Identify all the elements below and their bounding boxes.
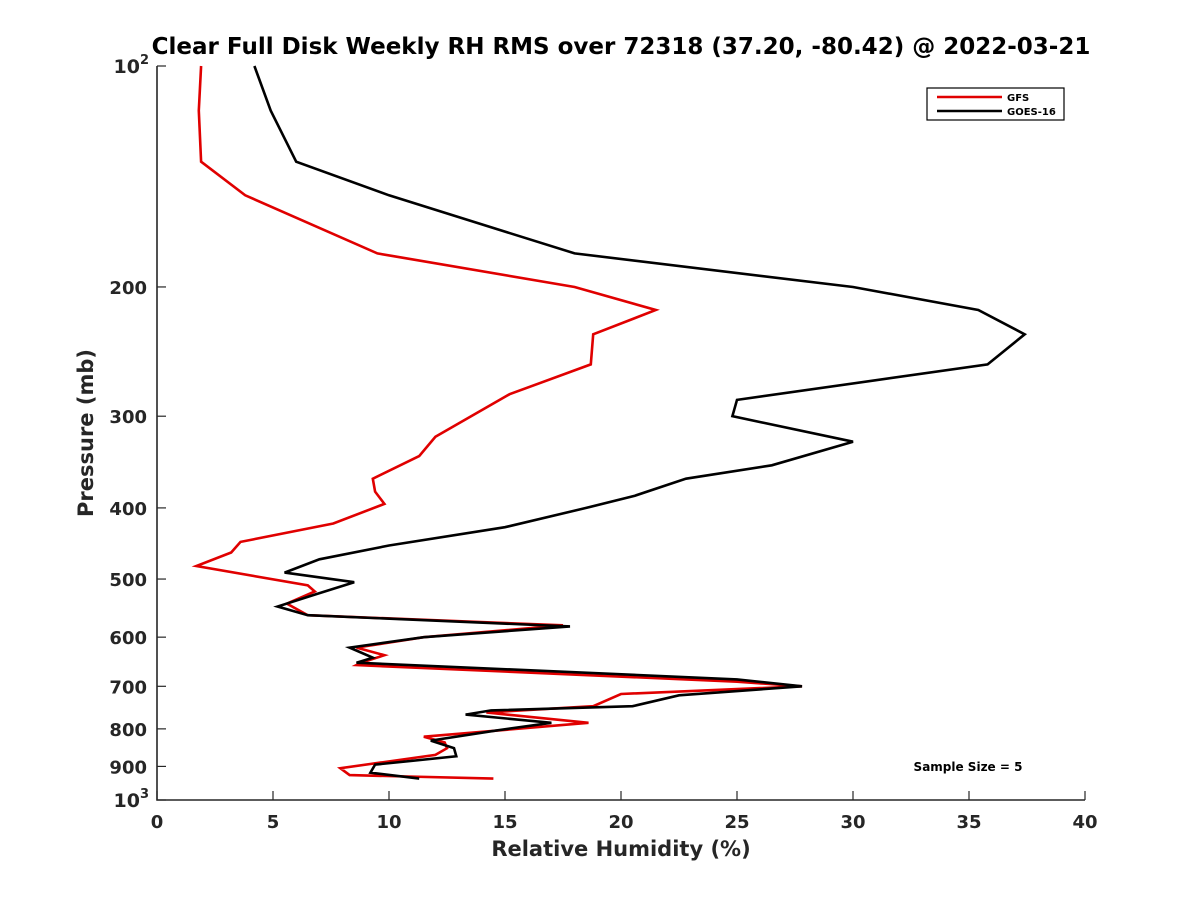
x-tick-label: 20 bbox=[608, 812, 633, 833]
series-line-goes-16 bbox=[253, 65, 1028, 780]
y-tick-label: 200 bbox=[109, 278, 147, 299]
x-tick-label: 15 bbox=[492, 812, 517, 833]
x-axis-label: Relative Humidity (%) bbox=[491, 837, 750, 861]
legend[interactable]: GFS GOES-16 bbox=[926, 87, 1065, 121]
x-tick-label: 0 bbox=[151, 812, 164, 833]
x-axis-ticks: 0 5 10 15 20 25 30 35 40 bbox=[151, 791, 1098, 833]
chart-title: Clear Full Disk Weekly RH RMS over 72318… bbox=[152, 34, 1091, 60]
series-line-gfs bbox=[191, 65, 803, 780]
x-tick-label: 35 bbox=[956, 812, 981, 833]
y-tick-label: 700 bbox=[109, 677, 147, 698]
legend-label-goes-16: GOES-16 bbox=[1007, 107, 1056, 118]
y-axis-ticks: 102 200 300 400 500 600 700 800 900 103 bbox=[109, 53, 166, 812]
y-tick-label: 800 bbox=[109, 720, 147, 741]
axes-frame bbox=[156, 66, 1085, 801]
x-tick-label: 25 bbox=[724, 812, 749, 833]
y-tick-label: 300 bbox=[109, 407, 147, 428]
x-tick-label: 40 bbox=[1072, 812, 1097, 833]
x-tick-label: 5 bbox=[267, 812, 280, 833]
y-tick-label: 900 bbox=[109, 757, 147, 778]
y-tick-label: 400 bbox=[109, 499, 147, 520]
x-tick-label: 30 bbox=[840, 812, 865, 833]
y-tick-label: 600 bbox=[109, 628, 147, 649]
y-tick-label: 500 bbox=[109, 570, 147, 591]
legend-entries: GFS GOES-16 bbox=[937, 93, 1056, 118]
sample-size-annotation: Sample Size = 5 bbox=[914, 760, 1023, 774]
legend-label-gfs: GFS bbox=[1007, 93, 1029, 104]
y-tick-label: 103 bbox=[114, 787, 150, 812]
x-tick-label: 10 bbox=[376, 812, 401, 833]
y-tick-label: 102 bbox=[114, 53, 150, 78]
plot-area: 0 5 10 15 20 25 30 35 40 102 200 300 400 500 600 700 80… bbox=[109, 53, 1097, 833]
y-axis-label: Pressure (mb) bbox=[74, 349, 98, 517]
series-layer bbox=[191, 65, 1028, 780]
legend-box bbox=[926, 87, 1065, 121]
